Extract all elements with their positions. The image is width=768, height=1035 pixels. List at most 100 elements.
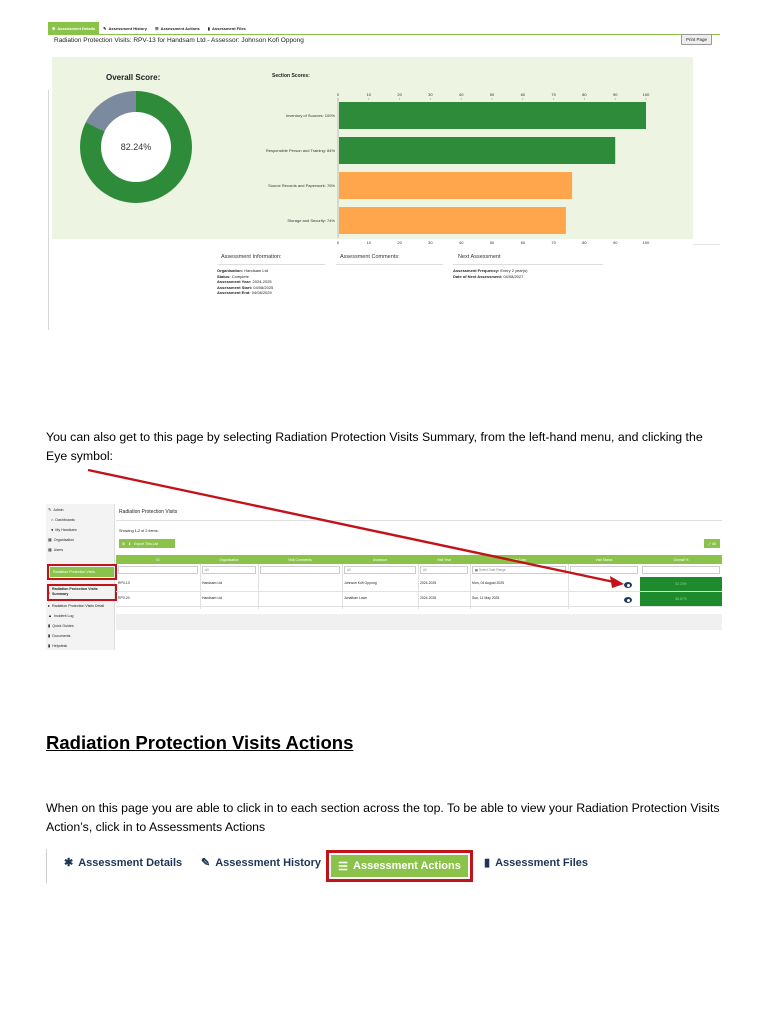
menu-item-users[interactable]: ▦ Users [48, 547, 63, 552]
menu-item-admin[interactable]: ✎ Admin [48, 507, 64, 512]
info-row: Assessment End: 04/08/2025 [217, 290, 272, 295]
menu-item-incident-log[interactable]: ▲ Incident Log [48, 613, 74, 618]
visits-summary-screenshot: ✎ Admin ⌂ Dashboards ● My Handsam ▦ Organisa… [46, 504, 722, 652]
tab-label: Assessment Details [57, 25, 96, 31]
organisation-filter-select[interactable]: All [202, 566, 256, 574]
assessment-details-screenshot: ✱ Assessment Details ✎ Assessment Histor… [48, 20, 720, 330]
menu-label: Organisation [53, 537, 75, 542]
helpdesk-icon: ▮ [48, 643, 51, 648]
menu-label: Radiation Protection Visits Detail [52, 603, 105, 608]
print-page-button[interactable]: Print Page [680, 34, 712, 45]
info-row: Date of Next Assessment: 04/08/2027 [453, 273, 524, 279]
x-tick-label-bottom: 60 [521, 240, 526, 245]
row-overall-score: 88.87% [640, 592, 722, 606]
tab-assessment-history[interactable]: ✎ Assessment History [99, 22, 151, 34]
table-row[interactable]: RPV-20 Handsam Ltd Jonathan Lowe 2024-20… [116, 592, 722, 607]
menu-item-radiation-protection-visits[interactable]: Radiation Protection Visits [50, 567, 114, 577]
pencil-icon: ✎ [201, 857, 211, 869]
arrow-line [87, 468, 615, 584]
bar [339, 137, 616, 164]
x-tick-label-bottom: 10 [367, 240, 372, 245]
row-organisation: Handsam Ltd [202, 596, 223, 600]
category-label: Inventory of Sources: 100% [286, 113, 336, 118]
tab-label: Assessment History [108, 25, 147, 31]
column-divider [418, 564, 419, 609]
category-label: Responsible Person and Training: 84% [266, 148, 336, 153]
x-tick-label-top: 40 [459, 92, 464, 97]
column-header-visit-year[interactable]: Visit Year [436, 557, 452, 562]
menu-item-documents[interactable]: ▮ Documents [48, 633, 70, 638]
show-all-label: All [711, 541, 716, 546]
tab-assessment-actions[interactable]: ☰ Assessment Actions [151, 22, 204, 34]
x-tick-label-top: 80 [582, 92, 587, 97]
menu-item-visits-summary[interactable]: ▸ Radiation Protection Visits Summary [48, 587, 112, 597]
eye-icon[interactable] [624, 582, 632, 588]
show-all-button[interactable]: ⤢ All [704, 539, 720, 548]
column-header-id[interactable]: ID [156, 557, 160, 562]
eye-icon[interactable] [624, 597, 632, 603]
category-label: Source Records and Paperwork: 76% [268, 183, 335, 188]
x-tick-label-bottom: 100 [643, 240, 650, 245]
settings-icon: ⚙ [122, 541, 126, 546]
menu-item-quick-guides[interactable]: ▮ Quick Guides [48, 623, 74, 628]
menu-item-organisation[interactable]: ▦ Organisation [48, 537, 74, 542]
list-icon: ☰ [338, 860, 349, 873]
x-tick-label-top: 90 [613, 92, 618, 97]
menu-item-helpdesk[interactable]: ▮ Helpdesk [48, 643, 67, 648]
tab-label: Assessment Files [211, 25, 246, 31]
table-header [116, 555, 722, 564]
column-divider [568, 564, 569, 609]
home-icon: ⌂ [51, 517, 54, 522]
category-label: Storage and Security: 74% [287, 218, 335, 223]
column-header-visit-date[interactable]: Visit Date [511, 557, 527, 562]
date-range-filter-input[interactable]: ▦ Select Date Range [472, 566, 566, 574]
menu-label: Dashboards [55, 517, 75, 522]
column-header-overall[interactable]: Overall % [673, 557, 689, 562]
menu-item-dashboards[interactable]: ⌂ Dashboards [51, 517, 75, 522]
tab-assessment-details[interactable]: ✱ Assessment Details [64, 856, 182, 870]
chevron-right-icon: ▸ [48, 589, 51, 595]
id-filter-input[interactable] [118, 566, 198, 574]
x-tick-label-bottom: 40 [459, 240, 464, 245]
info-row: Assessment Frequency: Every 2 year(s) [453, 268, 528, 273]
comments-filter-input[interactable] [260, 566, 340, 574]
tab-assessment-actions[interactable]: ☰ Assessment Actions [331, 855, 468, 877]
column-header-assessor[interactable]: Assessor [373, 557, 387, 562]
column-header-organisation[interactable]: Organisation [219, 557, 239, 562]
menu-label: Incident Log [53, 613, 74, 618]
x-tick-label-top: 60 [521, 92, 526, 97]
column-divider [470, 564, 471, 609]
menu-label: My Handsam [55, 527, 77, 532]
left-menu: ✎ Admin ⌂ Dashboards ● My Handsam ▦ Organisa… [46, 504, 115, 650]
row-id: RPV-20 [118, 596, 130, 600]
menu-label: Documents [52, 633, 71, 638]
folder-icon: ▮ [48, 633, 51, 638]
x-tick-label-top: 20 [397, 92, 402, 97]
table-row[interactable]: RPV-13 Handsam Ltd Johnson Kofi Oppong 2… [116, 577, 722, 592]
tab-assessment-files[interactable]: ▮ Assessment Files [484, 856, 588, 870]
bar [339, 207, 566, 234]
overall-score-value: 82.24% [120, 142, 152, 152]
export-list-button[interactable]: ⚙ ⬇ Export This List [119, 539, 175, 548]
x-tick-label-top: 100 [643, 92, 650, 97]
x-tick-label-bottom: 20 [397, 240, 402, 245]
year-filter-select[interactable]: All [420, 566, 468, 574]
x-tick-label-bottom: 70 [551, 240, 556, 245]
assessor-filter-select[interactable]: All [344, 566, 416, 574]
chevron-right-icon: ▸ [48, 603, 51, 608]
column-header-visit-comments[interactable]: Visit Comments [288, 557, 312, 562]
page-title: Radiation Protection Visits [119, 509, 178, 515]
menu-item-my-handsam[interactable]: ● My Handsam [51, 527, 77, 532]
tab-assessment-details[interactable]: ✱ Assessment Details [48, 22, 100, 34]
tab-underline [48, 34, 720, 35]
menu-label: Helpdesk [52, 643, 68, 648]
left-border [48, 90, 49, 330]
tab-assessment-history[interactable]: ✎ Assessment History [201, 856, 321, 870]
asterisk-icon: ✱ [52, 25, 56, 31]
tab-assessment-files[interactable]: ▮ Assessment Files [204, 22, 250, 34]
status-filter-select[interactable] [570, 566, 638, 574]
menu-item-visits-detail[interactable]: ▸ Radiation Protection Visits Detail [48, 603, 104, 608]
donut-hole [101, 112, 171, 182]
overall-filter-input[interactable] [642, 566, 720, 574]
column-header-visit-status[interactable]: Visit Status [595, 557, 613, 562]
